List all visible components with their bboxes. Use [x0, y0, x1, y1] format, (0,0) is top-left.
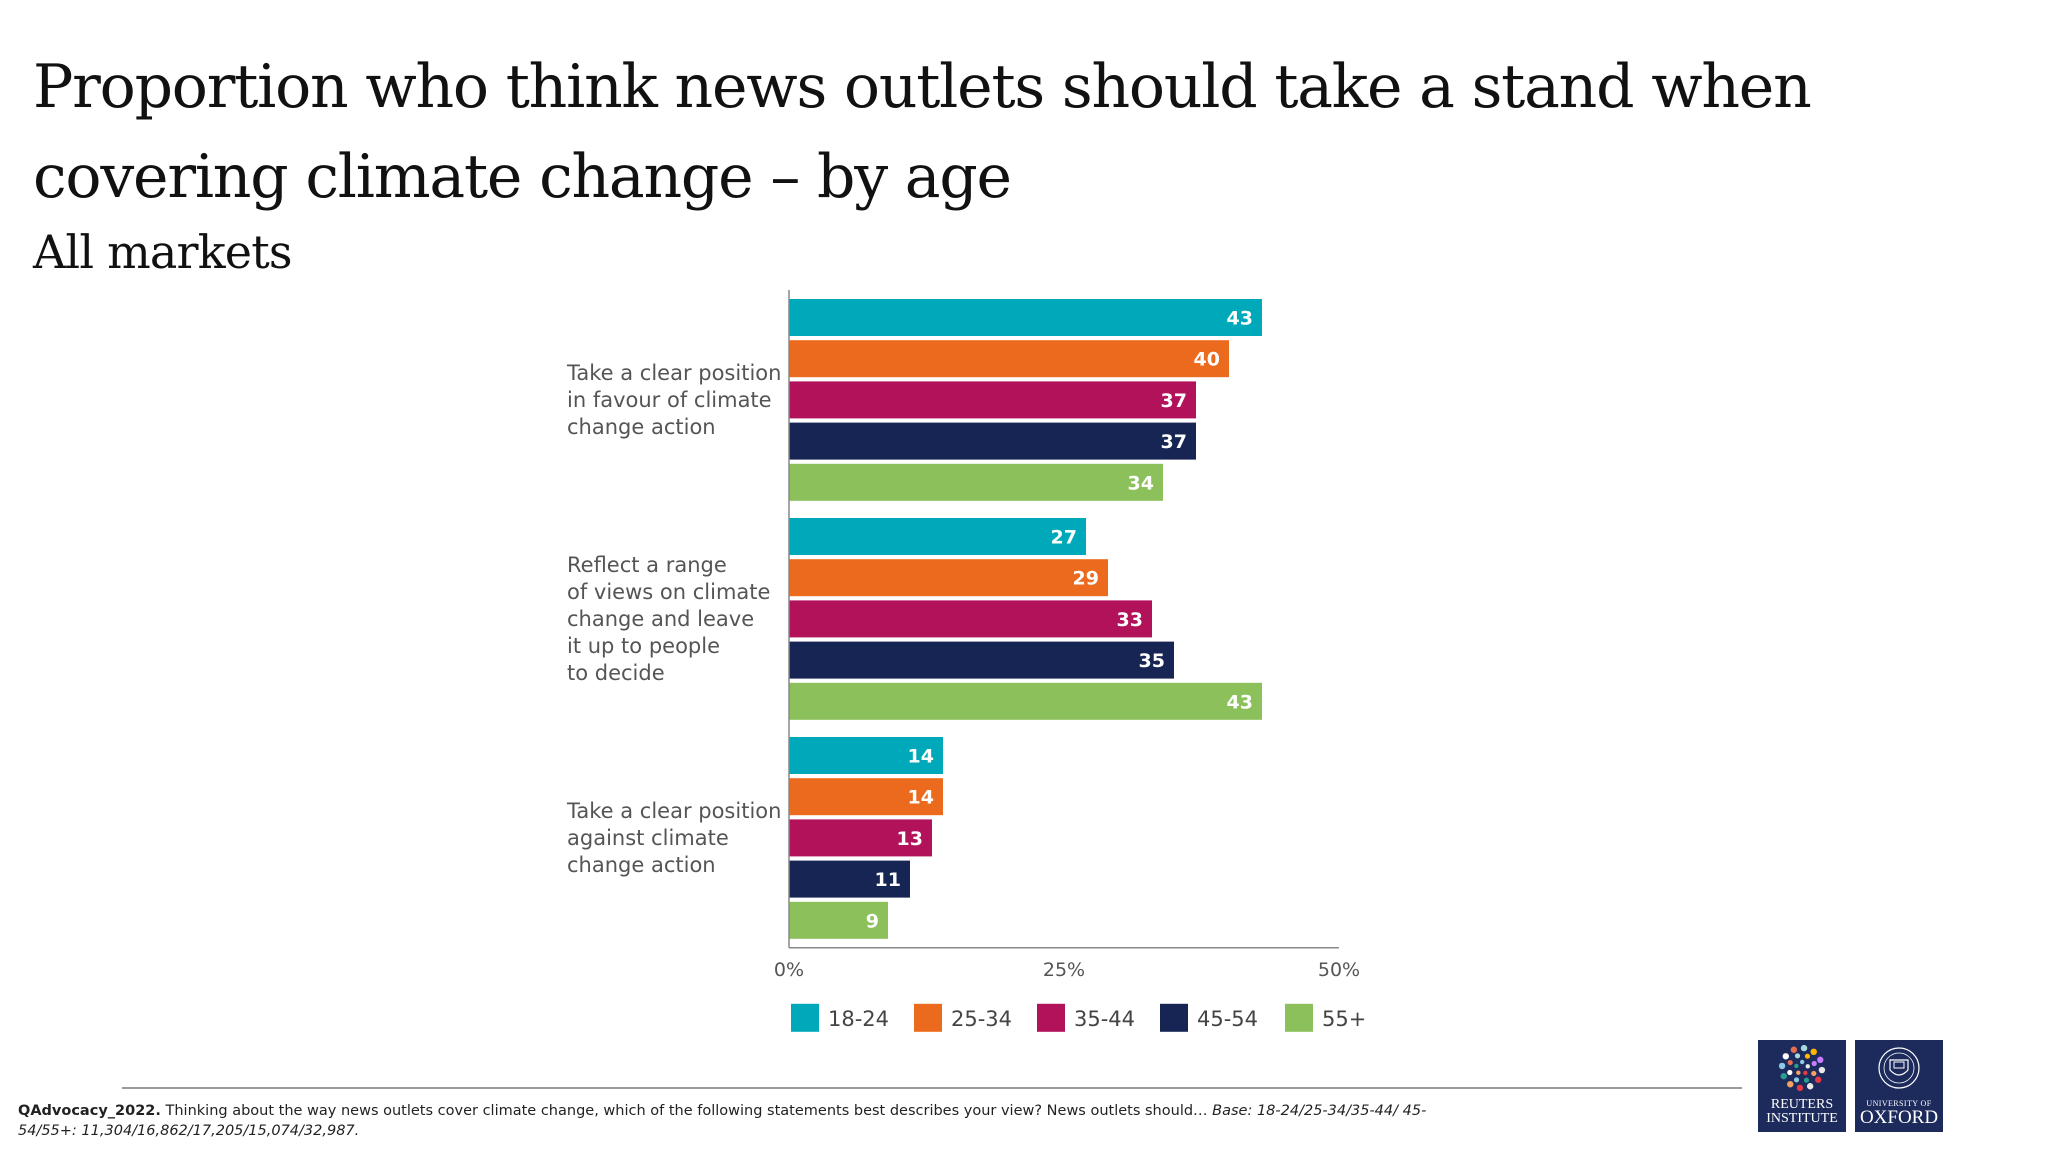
bar-45-54-cat2	[789, 641, 1174, 679]
data-label: 40	[1194, 349, 1220, 371]
oxford-crest-icon	[1878, 1047, 1920, 1089]
legend-label: 45-54	[1197, 1007, 1258, 1031]
logo-dot	[1804, 1053, 1811, 1059]
data-label: 14	[908, 746, 934, 768]
x-tick-label: 25%	[1043, 959, 1085, 981]
category-label: change action	[567, 415, 716, 439]
footnote-code: QAdvocacy_2022.	[18, 1103, 161, 1119]
data-label: 34	[1128, 472, 1154, 494]
footer-divider	[122, 1087, 1742, 1089]
data-label: 37	[1161, 390, 1187, 412]
bar-25-34-cat2	[789, 559, 1108, 597]
bar-chart: Take a clear position in favour of climat…	[566, 290, 1366, 1032]
data-label: 13	[897, 828, 923, 850]
data-label: 35	[1139, 650, 1165, 672]
legend-label: 25-34	[951, 1007, 1012, 1031]
reuters-institute-logo: REUTERS INSTITUTE	[1758, 1040, 1846, 1132]
chart-subtitle: All markets	[33, 225, 292, 279]
bar-25-34-cat1	[789, 340, 1229, 378]
logo-dot	[1817, 1056, 1824, 1064]
logo-dot	[1811, 1070, 1817, 1077]
bar-25-34-cat3	[789, 778, 943, 816]
bar-45-54-cat3	[789, 860, 910, 898]
legend-swatch-55+	[1285, 1003, 1313, 1032]
bar-35-44-cat1	[789, 381, 1196, 419]
footnote: QAdvocacy_2022. Thinking about the way n…	[18, 1101, 1458, 1141]
bar-18-24-cat1	[789, 299, 1262, 336]
logo-dot	[1793, 1077, 1800, 1083]
legend-swatch-18-24	[791, 1003, 819, 1032]
x-tick-label: 50%	[1318, 959, 1360, 981]
legend-label: 55+	[1322, 1007, 1366, 1031]
logo-dot	[1782, 1053, 1790, 1060]
legend-swatch-45-54	[1160, 1003, 1188, 1032]
bar-45-54-cat1	[789, 422, 1196, 460]
logo-dot	[1796, 1084, 1804, 1092]
bars: 43 40 37 37 34 27 29 33 35 43 14 14 13 11 9	[789, 299, 1262, 939]
logo-dot	[1814, 1076, 1822, 1083]
logo-dot	[1787, 1069, 1793, 1076]
category-label: it up to people	[567, 634, 720, 658]
x-tick-label: 0%	[774, 959, 804, 981]
reuters-dots-icon	[1778, 1044, 1826, 1092]
logo-dot	[1780, 1072, 1787, 1080]
data-label: 33	[1117, 609, 1143, 631]
logo-dot	[1803, 1070, 1808, 1076]
legend-swatch-35-44	[1037, 1003, 1065, 1032]
footnote-question: Thinking about the way news outlets cove…	[160, 1103, 1213, 1119]
logo-dot	[1803, 1077, 1810, 1083]
category-label: Take a clear position	[566, 799, 781, 823]
logo-dot	[1799, 1059, 1805, 1065]
legend: 18-24 25-34 35-44 45-54 55+	[791, 1003, 1366, 1032]
logo-dot	[1794, 1053, 1801, 1059]
category-label: of views on climate	[567, 580, 770, 604]
data-label: 43	[1227, 308, 1253, 330]
data-label: 37	[1161, 431, 1187, 453]
legend-swatch-25-34	[914, 1003, 942, 1032]
category-label: to decide	[567, 661, 665, 685]
university-of-oxford-logo: UNIVERSITY OF OXFORD	[1855, 1040, 1943, 1132]
chart-title: Proportion who think news outlets should…	[33, 52, 1812, 212]
oxford-logo-small: UNIVERSITY OF	[1866, 1099, 1932, 1108]
data-label: 14	[908, 787, 934, 809]
bar-35-44-cat3	[789, 819, 932, 857]
logo-dot	[1805, 1064, 1810, 1069]
category-label: against climate	[567, 826, 729, 850]
logo-dot	[1800, 1044, 1808, 1052]
data-label: 9	[866, 910, 879, 932]
legend-label: 18-24	[828, 1007, 889, 1031]
data-label: 43	[1227, 691, 1253, 713]
logo-dot	[1778, 1062, 1786, 1070]
logo-dot	[1810, 1048, 1817, 1056]
category-label: change and leave	[567, 607, 754, 631]
logo-dot	[1818, 1066, 1826, 1074]
data-label: 11	[875, 869, 901, 891]
bar-18-24-cat3	[789, 737, 943, 774]
axes: 0% 25% 50%	[774, 290, 1360, 981]
category-label: change action	[567, 853, 716, 877]
reuters-logo-line2: INSTITUTE	[1766, 1111, 1838, 1126]
category-labels: Take a clear position in favour of climat…	[566, 361, 781, 877]
oxford-logo-big: OXFORD	[1859, 1107, 1939, 1128]
footnote-base: Base: 18-24/25-34/35-44/ 45-54/55+: 11,3…	[18, 1103, 1427, 1139]
logo-dot	[1794, 1063, 1799, 1069]
legend-label: 35-44	[1074, 1007, 1135, 1031]
category-label: Reflect a range	[567, 553, 727, 577]
data-label: 29	[1073, 568, 1099, 590]
reuters-logo-line1: REUTERS	[1770, 1097, 1834, 1112]
category-label: in favour of climate	[567, 388, 772, 412]
logo-dot	[1806, 1083, 1814, 1090]
logo-dot	[1811, 1060, 1817, 1067]
bar-35-44-cat2	[789, 600, 1152, 638]
category-label: Take a clear position	[566, 361, 781, 385]
logo-dot	[1796, 1070, 1801, 1075]
logo-dot	[1790, 1046, 1798, 1053]
bar-18-24-cat2	[789, 518, 1086, 555]
bar-55+-cat2	[789, 682, 1262, 720]
logo-dot	[1787, 1080, 1794, 1088]
logo-dot	[1787, 1059, 1793, 1066]
data-label: 27	[1051, 527, 1077, 549]
bar-55+-cat1	[789, 463, 1163, 501]
bar-55+-cat3	[789, 901, 888, 939]
